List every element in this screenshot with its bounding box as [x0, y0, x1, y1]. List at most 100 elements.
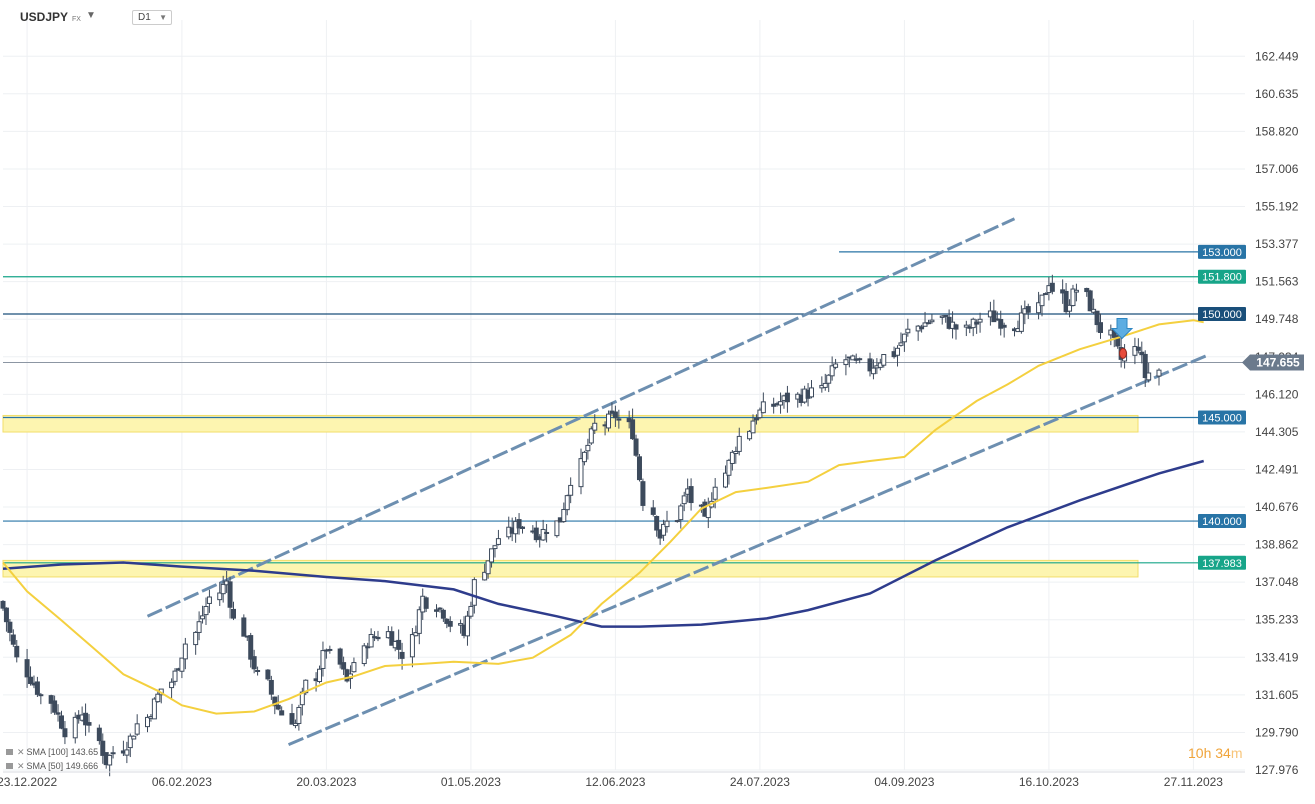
- candle-body: [396, 639, 402, 650]
- close-icon[interactable]: ✕: [17, 761, 25, 771]
- candle-body: [664, 520, 670, 528]
- level-tag-bg: [1198, 514, 1246, 529]
- candle-body: [279, 710, 285, 716]
- candle-body: [489, 548, 495, 563]
- candle-body: [760, 401, 766, 414]
- y-axis: 162.449 160.635 158.820 157.006 155.192 153.3…: [1255, 49, 1299, 777]
- candle-body: [433, 609, 439, 612]
- candle-body: [217, 592, 223, 601]
- market-label: FX: [72, 16, 81, 23]
- candle-body: [778, 401, 784, 406]
- candle-body: [265, 669, 271, 680]
- candle-body: [688, 486, 694, 504]
- candle-body: [881, 354, 887, 366]
- sma-100-legend[interactable]: ✕ SMA [100] 143.65: [6, 747, 98, 758]
- level-tag-text: 145.000: [1202, 413, 1242, 425]
- candle-body: [179, 657, 185, 672]
- candle-body: [833, 363, 839, 368]
- candle-body: [829, 365, 835, 377]
- candle-body: [561, 508, 567, 523]
- candle-body: [468, 605, 474, 617]
- candle-body: [895, 347, 901, 356]
- candle-body: [409, 634, 415, 658]
- candle-body: [485, 560, 491, 575]
- candle-countdown: 10h 34m: [1188, 745, 1243, 761]
- candle-body: [7, 621, 13, 633]
- candle-body: [919, 326, 925, 330]
- candle-body: [750, 420, 756, 434]
- candle-body: [375, 636, 381, 640]
- indicator-param: 50: [50, 761, 61, 771]
- candle-body: [585, 444, 591, 452]
- candle-body: [843, 359, 849, 366]
- candle-body: [771, 403, 777, 407]
- candle-body: [86, 722, 92, 726]
- level-tag-bg: [1198, 269, 1246, 284]
- sma-50-legend[interactable]: ✕ SMA [50] 149.666: [6, 761, 98, 772]
- candle-body: [317, 668, 323, 683]
- level-tag-text: 137.983: [1202, 558, 1242, 570]
- eye-icon[interactable]: [6, 749, 13, 755]
- candle-body: [320, 650, 326, 669]
- candle-body: [96, 727, 102, 742]
- candle-body: [1063, 290, 1069, 313]
- indicator-value: 149.666: [65, 761, 99, 771]
- candle-body: [172, 670, 178, 682]
- candle-body: [1142, 353, 1148, 379]
- candle-body: [241, 617, 247, 637]
- current-price-tag-bg: [1242, 354, 1304, 371]
- level-tag-text: 150.000: [1202, 309, 1242, 321]
- timeframe-value: D1: [138, 12, 151, 23]
- candle-body: [495, 538, 501, 545]
- close-icon[interactable]: ✕: [17, 747, 25, 757]
- candle-body: [327, 648, 333, 651]
- candle-body: [578, 458, 584, 488]
- channel-upper: [146, 217, 1016, 618]
- level-tag: 153.000: [1198, 244, 1246, 259]
- candle-body: [100, 740, 106, 756]
- candle-body: [640, 481, 646, 506]
- candle-body: [399, 651, 405, 659]
- y-tick-label: 153.377: [1255, 237, 1299, 251]
- y-tick-label: 155.192: [1255, 200, 1299, 214]
- timeframe-select[interactable]: D1 ▼: [132, 10, 172, 25]
- indicator-param: 100: [50, 747, 66, 757]
- channel-lower: [287, 354, 1208, 747]
- level-tag: 145.000: [1198, 410, 1246, 425]
- y-tick-label: 160.635: [1255, 87, 1299, 101]
- candle-body: [303, 679, 309, 694]
- arrow-down-icon: [1110, 317, 1134, 340]
- candle-body: [255, 670, 261, 673]
- countdown-minutes: 34: [1215, 745, 1231, 761]
- candle-body: [998, 318, 1004, 329]
- indicator-label: SMA: [26, 747, 46, 757]
- candle-body: [922, 322, 928, 327]
- candle-body: [726, 459, 732, 476]
- symbol-label[interactable]: USDJPY FX: [20, 10, 81, 24]
- candle-body: [83, 712, 89, 726]
- candle-body: [1039, 294, 1045, 307]
- level-tag-bg: [1198, 410, 1246, 425]
- candle-body: [857, 358, 863, 361]
- candle-body: [736, 435, 742, 452]
- level-tag-bg: [1198, 555, 1246, 570]
- candle-body: [58, 715, 64, 729]
- candle-body: [809, 387, 815, 398]
- y-tick-label: 157.006: [1255, 162, 1299, 176]
- candle-body: [72, 716, 78, 739]
- symbol-dropdown-icon[interactable]: ▼: [86, 10, 96, 21]
- x-tick-label: 27.11.2023: [1164, 775, 1223, 789]
- eye-icon[interactable]: [6, 763, 13, 769]
- candle-body: [413, 632, 419, 637]
- y-tick-label: 129.790: [1255, 725, 1299, 739]
- candle-body: [440, 609, 446, 619]
- candle-body: [1146, 372, 1152, 381]
- x-tick-label: 04.09.2023: [874, 775, 934, 789]
- candle-body: [62, 728, 68, 738]
- candle-body: [1098, 322, 1104, 333]
- candle-body: [588, 428, 594, 444]
- level-tags: 153.000 151.800 150.000 145.000 140.000 137.9…: [1198, 244, 1304, 570]
- level-tag: 137.983: [1198, 555, 1246, 570]
